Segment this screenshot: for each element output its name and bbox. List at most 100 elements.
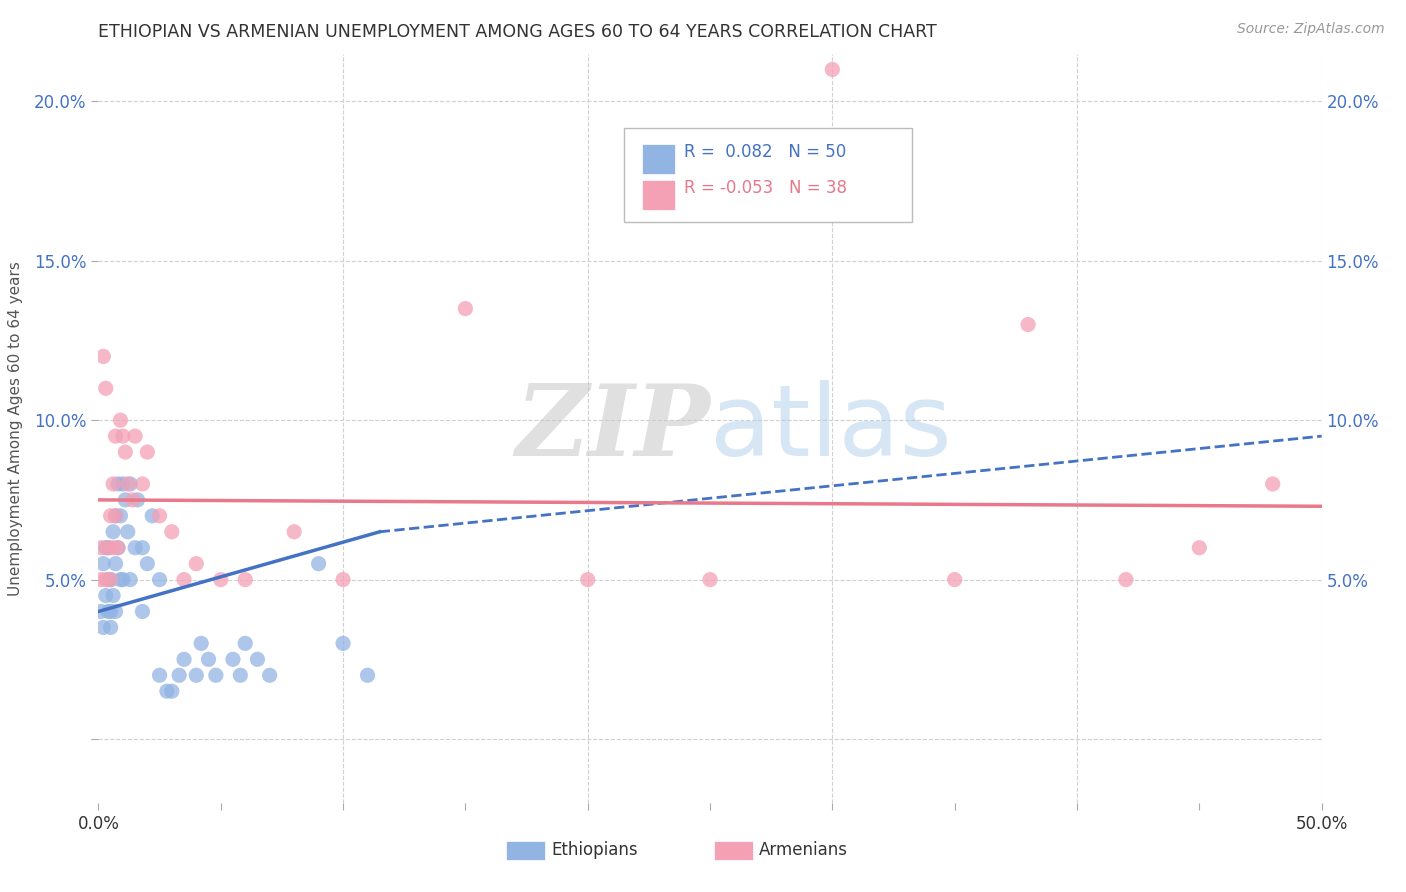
Point (104, 508, 127, 523)
Point (699, 573, 721, 587)
Point (120, 477, 142, 491)
Text: ETHIOPIAN VS ARMENIAN UNEMPLOYMENT AMONG AGES 60 TO 64 YEARS CORRELATION CHART: ETHIOPIAN VS ARMENIAN UNEMPLOYMENT AMONG… (98, 23, 938, 41)
Point (104, 605, 127, 619)
Point (97, 573, 120, 587)
Point (91, 620, 114, 634)
Point (90, 573, 112, 587)
Text: Source: ZipAtlas.com: Source: ZipAtlas.com (1237, 22, 1385, 37)
Point (283, 524, 305, 539)
Point (209, 573, 232, 587)
Point (100, 620, 122, 634)
Point (104, 508, 127, 523)
Text: ZIP: ZIP (515, 380, 710, 476)
Point (131, 605, 153, 619)
Point (136, 557, 159, 571)
Point (186, 668, 208, 682)
FancyBboxPatch shape (506, 841, 546, 861)
Point (101, 524, 124, 539)
Point (149, 573, 172, 587)
Point (111, 477, 134, 491)
Point (1188, 541, 1211, 555)
Text: Ethiopians: Ethiopians (551, 841, 638, 859)
Point (356, 668, 378, 682)
Point (124, 429, 146, 443)
Point (100, 605, 122, 619)
Point (100, 573, 122, 587)
Point (90, 605, 112, 619)
FancyBboxPatch shape (714, 841, 752, 861)
Point (97, 541, 120, 555)
Point (173, 652, 195, 666)
Point (101, 477, 124, 491)
Text: R =  0.082   N = 50: R = 0.082 N = 50 (685, 143, 846, 161)
Point (197, 652, 219, 666)
Point (111, 429, 134, 443)
Point (205, 668, 228, 682)
Point (246, 652, 269, 666)
Point (101, 541, 124, 555)
Point (120, 573, 142, 587)
Text: R = -0.053   N = 38: R = -0.053 N = 38 (685, 178, 848, 196)
Point (94, 541, 117, 555)
Point (94, 381, 117, 395)
Point (110, 573, 132, 587)
Point (229, 668, 252, 682)
Y-axis label: Unemployment Among Ages 60 to 64 years: Unemployment Among Ages 60 to 64 years (8, 260, 22, 596)
Point (186, 557, 208, 571)
Point (107, 541, 129, 555)
Point (100, 573, 122, 587)
Point (233, 636, 256, 650)
Point (91, 557, 114, 571)
Point (100, 508, 122, 523)
Point (943, 573, 966, 587)
Point (97, 605, 120, 619)
Point (131, 477, 153, 491)
Point (156, 684, 179, 698)
Point (114, 492, 136, 507)
Point (117, 524, 139, 539)
Point (107, 541, 129, 555)
Text: Armenians: Armenians (759, 841, 848, 859)
Point (141, 508, 163, 523)
Point (127, 492, 149, 507)
Text: atlas: atlas (710, 380, 952, 476)
Point (821, 62, 844, 77)
FancyBboxPatch shape (641, 180, 675, 211)
Point (167, 668, 190, 682)
Point (576, 573, 599, 587)
FancyBboxPatch shape (624, 128, 912, 222)
Point (110, 413, 132, 427)
Point (114, 445, 136, 459)
Point (104, 557, 127, 571)
Point (91, 350, 114, 364)
Point (94, 573, 117, 587)
Point (1017, 318, 1039, 332)
Point (104, 429, 127, 443)
Point (222, 652, 245, 666)
Point (332, 636, 354, 650)
Point (160, 684, 183, 698)
Point (107, 477, 129, 491)
Point (149, 668, 172, 682)
Point (94, 589, 117, 603)
Point (117, 477, 139, 491)
Point (136, 445, 159, 459)
Point (233, 573, 256, 587)
Point (1261, 477, 1284, 491)
Point (97, 541, 120, 555)
Point (110, 508, 132, 523)
Point (131, 541, 153, 555)
Point (149, 508, 172, 523)
Point (111, 573, 134, 587)
Point (454, 301, 477, 316)
Point (101, 589, 124, 603)
FancyBboxPatch shape (641, 145, 675, 174)
Point (90, 541, 112, 555)
Point (259, 668, 281, 682)
Point (173, 573, 195, 587)
Point (332, 573, 354, 587)
Point (1115, 573, 1137, 587)
Point (190, 636, 212, 650)
Point (160, 524, 183, 539)
Point (308, 557, 330, 571)
